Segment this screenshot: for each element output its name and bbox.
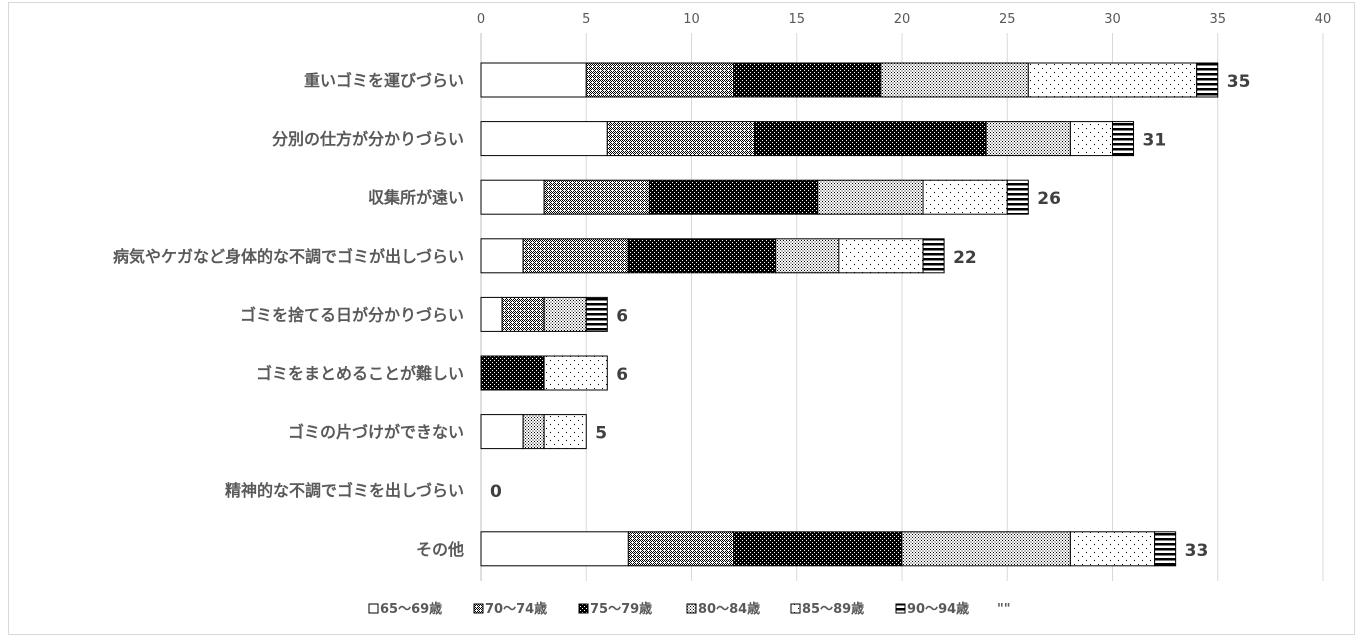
category-label: ゴミをまとめることが難しい (256, 364, 464, 383)
stacked-bar-chart: 0 5 10 15 20 25 30 35 40 重いゴミを運びづらい分別の仕方が分かりづらい収… (113, 12, 1332, 617)
bar-segment (627, 238, 777, 274)
x-tick-label: 30 (1104, 12, 1121, 27)
bar-segment (585, 62, 735, 98)
bar-segment (585, 296, 608, 332)
data-label: 31 (1143, 131, 1167, 151)
bar-segment (754, 121, 987, 157)
legend-swatch (686, 603, 697, 614)
data-label: 26 (1037, 189, 1061, 209)
x-tick-label: 20 (894, 12, 911, 27)
bar-segment (901, 531, 1071, 567)
category-label: 分別の仕方が分かりづらい (272, 130, 464, 149)
bar-segment (543, 355, 608, 391)
bar-segment (1154, 531, 1177, 567)
bar-segment (838, 238, 924, 274)
bar-segment (1006, 179, 1029, 215)
data-label: 0 (490, 482, 502, 502)
legend-label: 90～94歳 (907, 601, 969, 617)
legend-label: 70～74歳 (485, 601, 547, 617)
legend-extra-label: "" (997, 602, 1011, 617)
legend-swatch (578, 603, 589, 614)
bar-segment (522, 414, 545, 450)
legend-label: 85～89歳 (802, 601, 864, 617)
bar-segment (1196, 62, 1219, 98)
bar-segment (501, 296, 545, 332)
bar-segment (733, 531, 903, 567)
legend-swatch (368, 603, 379, 614)
x-tick-label: 15 (788, 12, 805, 27)
bar-segment (543, 414, 587, 450)
category-label: ゴミの片づけができない (288, 423, 464, 442)
data-label: 22 (953, 248, 977, 268)
category-label: 精神的な不調でゴミを出しづらい (225, 481, 464, 500)
category-label: ゴミを捨てる日が分かりづらい (240, 305, 464, 324)
data-label: 6 (616, 365, 628, 385)
bar-segment (1069, 121, 1114, 157)
bar-segment (1112, 121, 1135, 157)
data-label: 5 (595, 424, 607, 444)
bar-segment (985, 121, 1071, 157)
bar-segment (775, 238, 840, 274)
data-label: 6 (616, 306, 628, 326)
bar-segment (480, 62, 587, 98)
bar-segment (480, 238, 524, 274)
bar-segment (733, 62, 882, 98)
legend-swatch (790, 603, 801, 614)
bar-segment (522, 238, 629, 274)
category-label: 収集所が遠い (368, 188, 464, 207)
bar-segment (543, 179, 650, 215)
x-tick-label: 10 (683, 12, 700, 27)
x-tick-label: 0 (477, 12, 485, 27)
category-label: 重いゴミを運びづらい (304, 71, 464, 90)
x-tick-label: 25 (999, 12, 1016, 27)
legend-label: 80～84歳 (698, 601, 760, 617)
legend-label: 75～79歳 (590, 601, 652, 617)
x-tick-label: 35 (1209, 12, 1226, 27)
bar-segment (627, 531, 735, 567)
chart-frame: 0 5 10 15 20 25 30 35 40 重いゴミを運びづらい分別の仕方が分かりづらい収… (8, 2, 1355, 635)
bar-segment (480, 179, 545, 215)
legend-swatch (473, 603, 484, 614)
bar-segment (922, 238, 945, 274)
legend-swatch (895, 603, 906, 614)
bar-segment (1027, 62, 1198, 98)
bar-segment (543, 296, 587, 332)
data-label: 35 (1227, 72, 1251, 92)
bar-segment (648, 179, 819, 215)
bar-segment (1069, 531, 1156, 567)
x-tick-label: 5 (582, 12, 590, 27)
category-label: その他 (416, 540, 464, 559)
legend-label: 65～69歳 (380, 601, 442, 617)
bar-segment (922, 179, 1008, 215)
bar-segment (480, 531, 629, 567)
bar-segment (480, 121, 608, 157)
data-label: 33 (1185, 541, 1209, 561)
bar-segment (817, 179, 924, 215)
bar-segment (480, 296, 503, 332)
bar-segment (480, 355, 545, 391)
bar-segment (480, 414, 524, 450)
x-tick-label: 40 (1315, 12, 1332, 27)
category-label: 病気やケガなど身体的な不調でゴミが出しづらい (113, 247, 464, 266)
bar-segment (606, 121, 756, 157)
bar-segment (880, 62, 1029, 98)
